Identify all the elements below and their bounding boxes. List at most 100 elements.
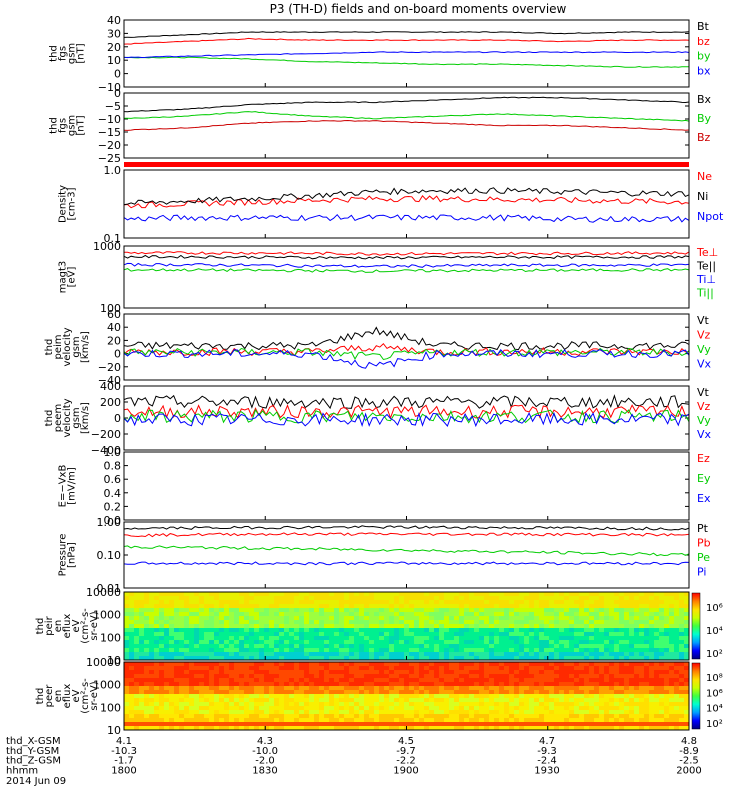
footer-value: -2.5 bbox=[679, 756, 699, 767]
spectrogram-cell bbox=[614, 648, 620, 653]
spectrogram-cell bbox=[434, 604, 440, 609]
spectrogram-cell bbox=[354, 714, 360, 719]
spectrogram-cell bbox=[304, 616, 310, 621]
spectrogram-cell bbox=[389, 648, 395, 653]
spectrogram-cell bbox=[624, 666, 630, 671]
spectrogram-cell bbox=[429, 702, 435, 707]
spectrogram-cell bbox=[639, 652, 645, 657]
spectrogram-cell bbox=[209, 608, 215, 613]
spectrogram-cell bbox=[454, 682, 460, 687]
spectrogram-cell bbox=[289, 702, 295, 707]
spectrogram-cell bbox=[679, 726, 685, 730]
spectrogram-cell bbox=[254, 616, 260, 621]
spectrogram-cell bbox=[204, 624, 210, 629]
spectrogram-cell bbox=[534, 726, 540, 730]
spectrogram-cell bbox=[249, 636, 255, 641]
spectrogram-cell bbox=[574, 666, 580, 671]
spectrogram-cell bbox=[554, 616, 560, 621]
spectrogram-cell bbox=[334, 694, 340, 699]
spectrogram-cell bbox=[139, 600, 145, 605]
spectrogram-cell bbox=[329, 608, 335, 613]
spectrogram-cell bbox=[654, 640, 660, 645]
spectrogram-cell bbox=[464, 652, 470, 657]
spectrogram-cell bbox=[674, 644, 680, 649]
spectrogram-cell bbox=[679, 670, 685, 675]
tick-label: 40 bbox=[107, 14, 121, 27]
spectrogram-cell bbox=[309, 592, 315, 597]
spectrogram-cell bbox=[494, 596, 500, 601]
spectrogram-cell bbox=[399, 718, 405, 723]
spectrogram-cell bbox=[254, 698, 260, 703]
spectrogram-cell bbox=[494, 686, 500, 691]
spectrogram-cell bbox=[624, 616, 630, 621]
spectrogram-cell bbox=[569, 686, 575, 691]
spectrogram-cell bbox=[169, 674, 175, 679]
spectrogram-cell bbox=[549, 616, 555, 621]
spectrogram-cell bbox=[564, 694, 570, 699]
spectrogram-cell bbox=[304, 678, 310, 683]
legend-label: Ez bbox=[697, 452, 710, 465]
spectrogram-cell bbox=[134, 636, 140, 641]
spectrogram-cell bbox=[569, 718, 575, 723]
spectrogram-cell bbox=[229, 726, 235, 730]
spectrogram-cell bbox=[474, 662, 480, 667]
footer-row-label: thd_Z-GSM bbox=[6, 756, 61, 767]
tick-label: −10 bbox=[98, 113, 121, 126]
spectrogram-cell bbox=[364, 726, 370, 730]
spectrogram-cell bbox=[319, 682, 325, 687]
spectrogram-cell bbox=[374, 714, 380, 719]
spectrogram-cell bbox=[489, 636, 495, 641]
spectrogram-cell bbox=[409, 698, 415, 703]
spectrogram-cell bbox=[564, 714, 570, 719]
spectrogram-cell bbox=[364, 706, 370, 711]
spectrogram-cell bbox=[149, 648, 155, 653]
spectrogram-cell bbox=[144, 644, 150, 649]
spectrogram-cell bbox=[444, 710, 450, 715]
spectrogram-cell bbox=[244, 710, 250, 715]
spectrogram-cell bbox=[554, 686, 560, 691]
spectrogram-cell bbox=[489, 726, 495, 730]
spectrogram-cell bbox=[624, 608, 630, 613]
spectrogram-cell bbox=[124, 608, 130, 613]
spectrogram-cell bbox=[239, 644, 245, 649]
spectrogram-cell bbox=[589, 624, 595, 629]
spectrogram-cell bbox=[299, 636, 305, 641]
spectrogram-cell bbox=[284, 718, 290, 723]
spectrogram-cell bbox=[314, 624, 320, 629]
spectrogram-cell bbox=[594, 670, 600, 675]
spectrogram-cell bbox=[324, 702, 330, 707]
spectrogram-cell bbox=[334, 604, 340, 609]
spectrogram-cell bbox=[139, 616, 145, 621]
spectrogram-cell bbox=[559, 652, 565, 657]
spectrogram-cell bbox=[514, 656, 520, 660]
spectrogram-cell bbox=[354, 710, 360, 715]
spectrogram-cell bbox=[214, 652, 220, 657]
spectrogram-cell bbox=[459, 702, 465, 707]
spectrogram-cell bbox=[619, 616, 625, 621]
spectrogram-cell bbox=[344, 656, 350, 660]
spectrogram-cell bbox=[579, 616, 585, 621]
spectrogram-cell bbox=[519, 686, 525, 691]
tick-label: 0.0 bbox=[104, 514, 122, 527]
spectrogram-cell bbox=[439, 694, 445, 699]
spectrogram-cell bbox=[129, 718, 135, 723]
spectrogram-cell bbox=[379, 648, 385, 653]
spectrogram-cell bbox=[499, 706, 505, 711]
spectrogram-cell bbox=[409, 640, 415, 645]
spectrogram-cell bbox=[509, 698, 515, 703]
spectrogram-cell bbox=[139, 608, 145, 613]
spectrogram-cell bbox=[434, 656, 440, 660]
spectrogram-cell bbox=[499, 640, 505, 645]
spectrogram-cell bbox=[584, 698, 590, 703]
spectrogram-cell bbox=[359, 686, 365, 691]
spectrogram-cell bbox=[364, 678, 370, 683]
spectrogram-cell bbox=[389, 726, 395, 730]
spectrogram-cell bbox=[319, 726, 325, 730]
spectrogram-cell bbox=[304, 670, 310, 675]
spectrogram-cell bbox=[679, 690, 685, 695]
spectrogram-cell bbox=[574, 694, 580, 699]
spectrogram-cell bbox=[124, 656, 130, 660]
spectrogram-cell bbox=[404, 670, 410, 675]
spectrogram-cell bbox=[174, 686, 180, 691]
spectrogram-cell bbox=[144, 726, 150, 730]
